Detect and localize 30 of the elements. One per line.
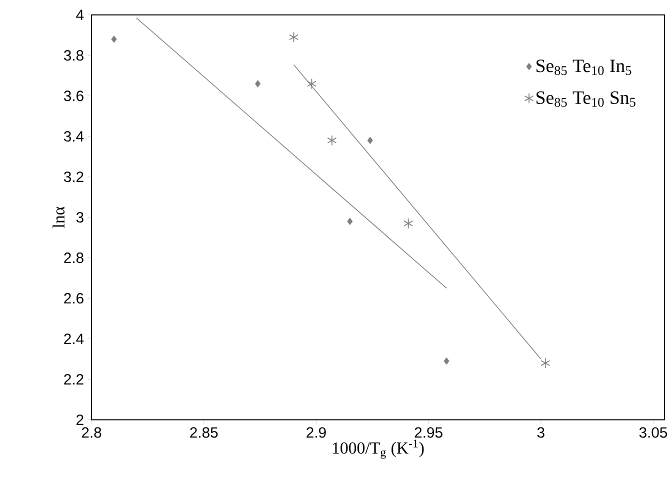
x-tick-label: 2.85	[190, 427, 218, 438]
point	[254, 80, 261, 88]
y-tick-label: 2.8	[64, 252, 84, 263]
point	[347, 218, 353, 225]
y-tick-label: 2.2	[64, 374, 84, 384]
point	[327, 134, 337, 146]
point	[404, 218, 414, 229]
legend-label: Se$_{85}$ Te$_{10}$ In$_{5}$	[536, 59, 632, 75]
x-axis-title: 1000/T$_{g}$ (K$^{-1}$)	[332, 439, 424, 459]
point	[367, 136, 373, 144]
point	[540, 357, 550, 368]
y-tick-label: 3.2	[64, 171, 84, 182]
y-tick-label: 4	[76, 10, 84, 20]
y-tick-label: 3.8	[64, 50, 84, 60]
y-tick-label: 2	[76, 414, 84, 425]
x-tick-label: 3	[537, 427, 544, 438]
point	[288, 32, 298, 42]
y-axis-title: lnα	[52, 206, 65, 228]
x-tick-label: 3.05	[639, 427, 668, 438]
point	[111, 35, 117, 43]
y-tick-label: 3.4	[64, 130, 84, 142]
point	[306, 78, 316, 89]
y-tick-label: 2.4	[64, 333, 84, 344]
x-tick-label: 2.95	[414, 427, 442, 438]
y-tick-label: 2.6	[64, 292, 84, 304]
legend-label: Se$_{85}$ Te$_{10}$ Sn$_{5}$	[536, 91, 636, 107]
y-tick-label: 3.6	[64, 90, 84, 101]
x-tick-label: 2.9	[306, 427, 326, 438]
y-tick-label: 3	[76, 212, 84, 222]
point	[444, 357, 450, 365]
